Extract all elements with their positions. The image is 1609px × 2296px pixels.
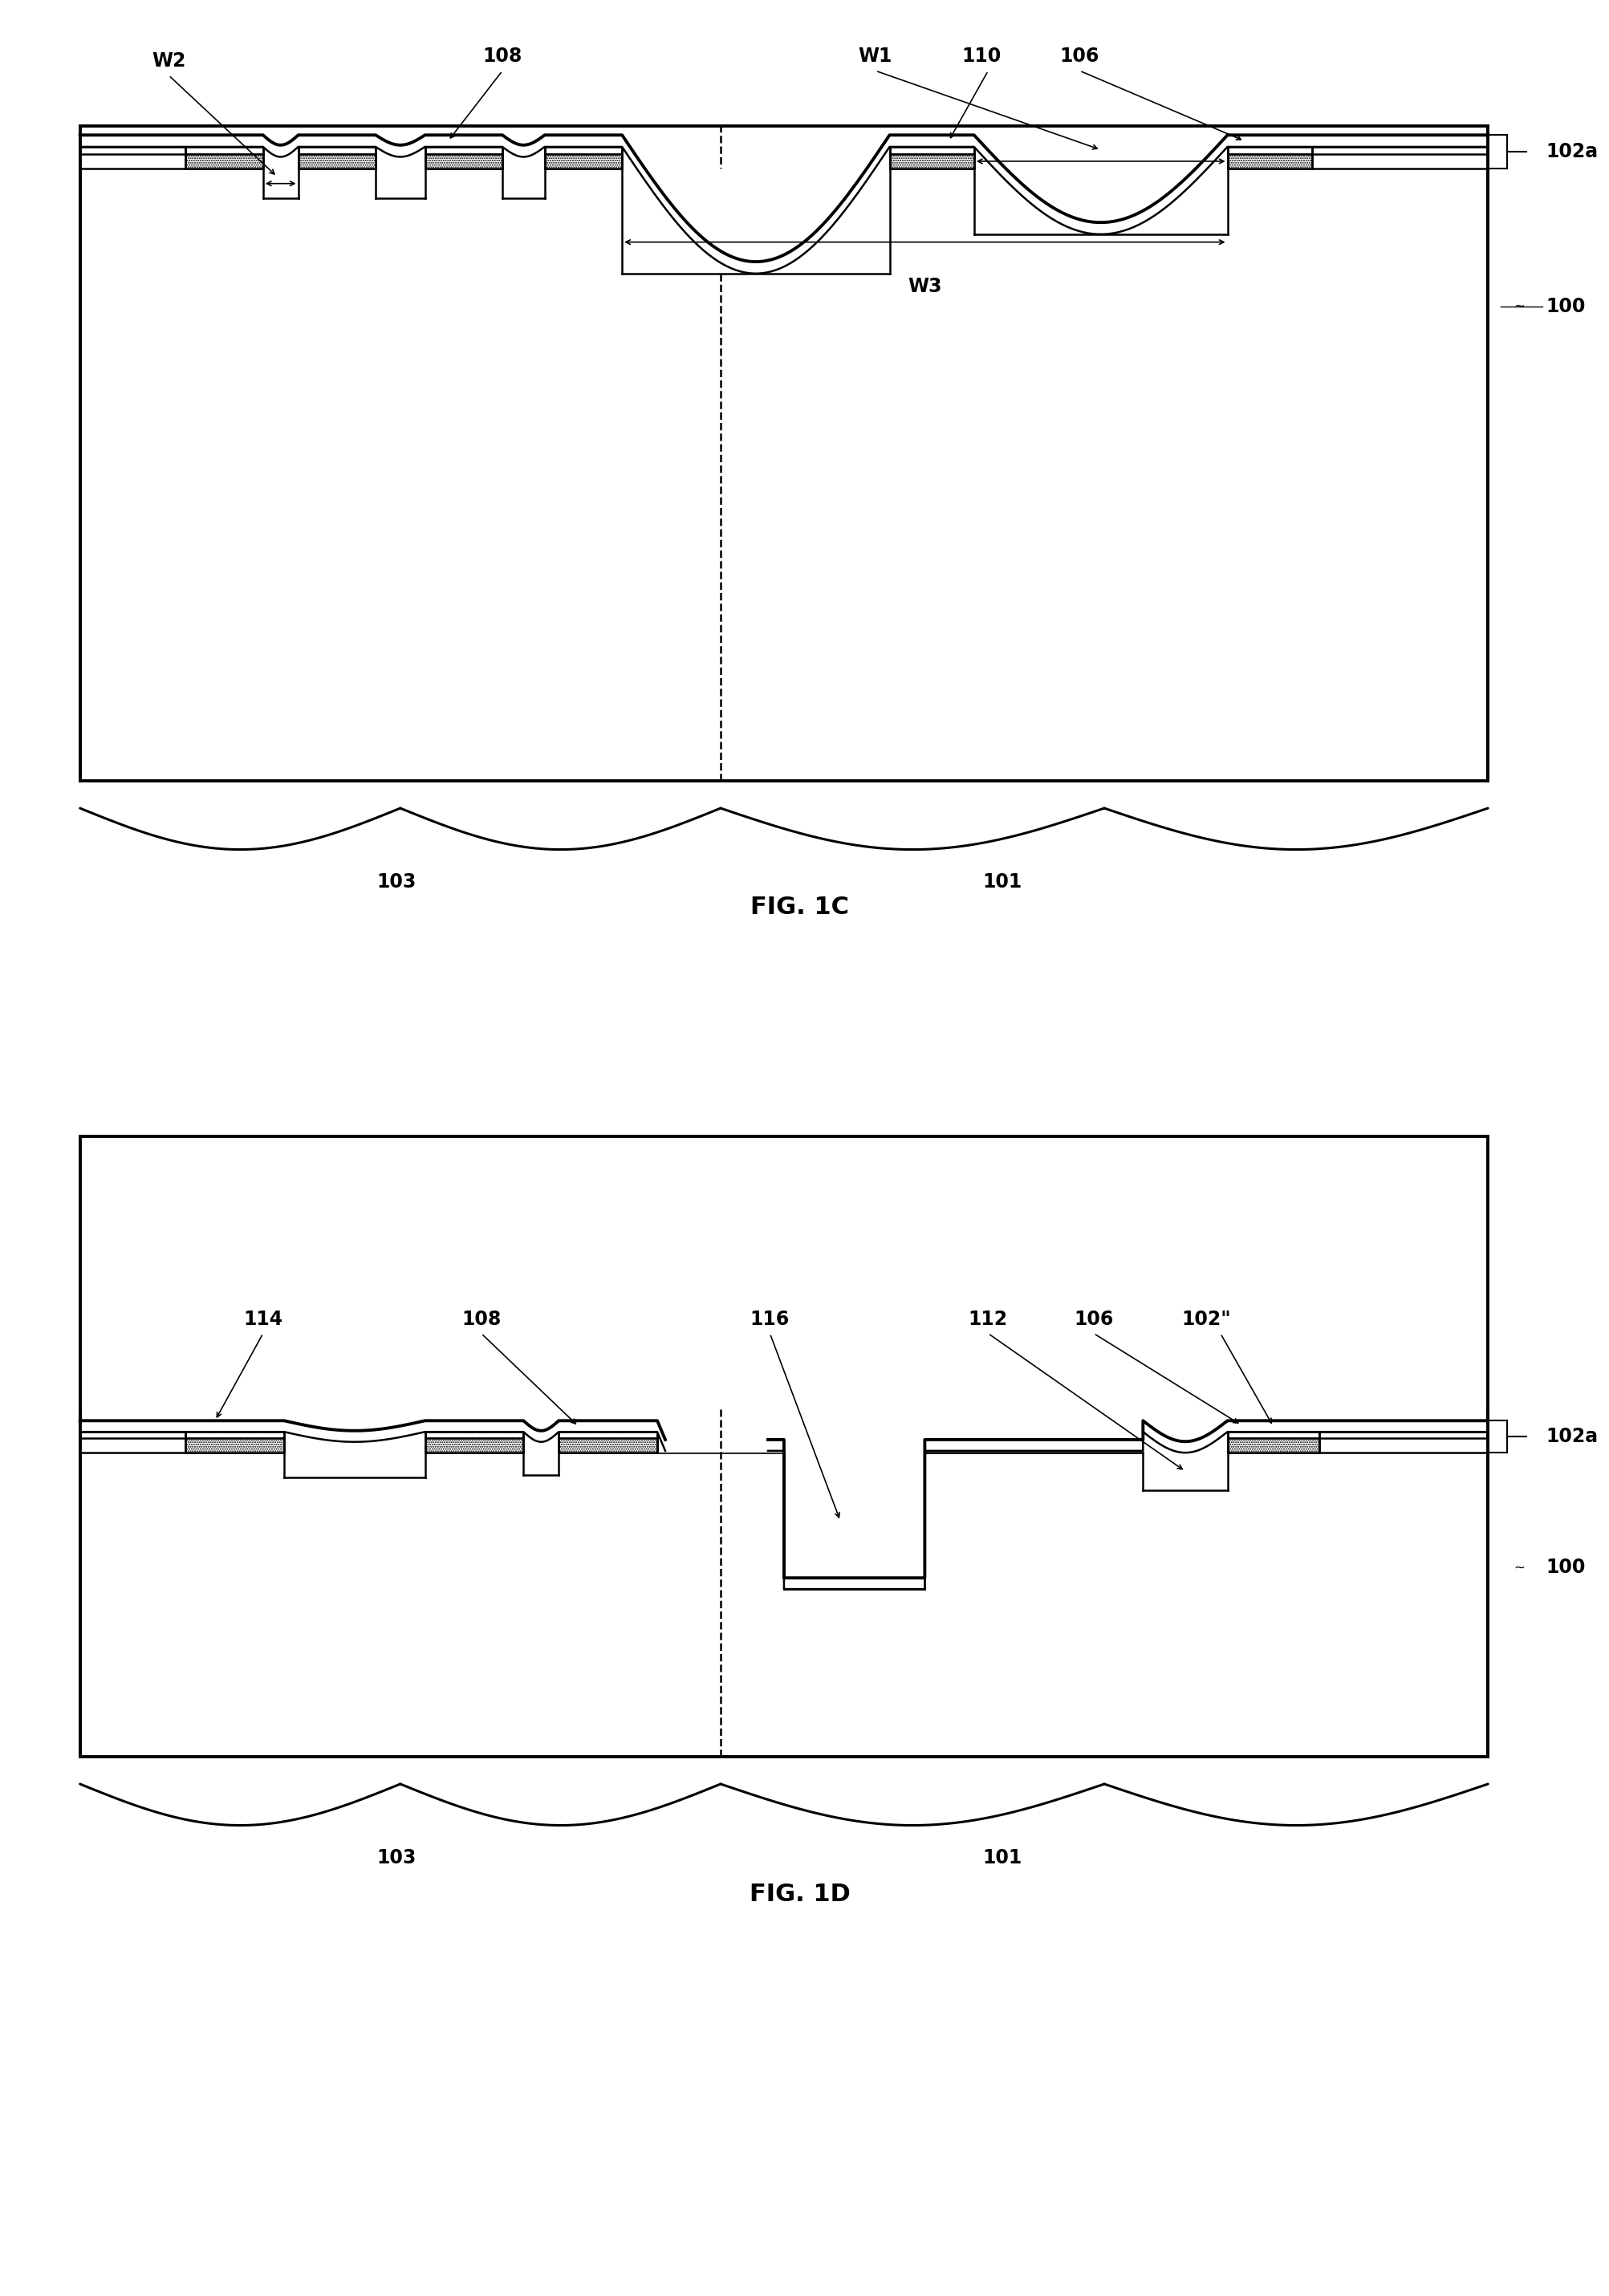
Text: 100: 100 [1545, 1559, 1585, 1577]
Bar [924, 1426, 1142, 1453]
Bar [185, 1437, 285, 1453]
Text: 101: 101 [981, 1848, 1022, 1867]
Text: 110: 110 [961, 46, 1001, 67]
Text: 102a: 102a [1545, 1428, 1598, 1446]
Text: FIG. 1D: FIG. 1D [750, 1883, 850, 1906]
Bar [544, 147, 621, 154]
Bar [285, 1426, 425, 1453]
Bar [1142, 1426, 1228, 1453]
Bar [375, 170, 425, 197]
Polygon shape [80, 135, 1487, 273]
Bar [502, 142, 544, 170]
Text: 102": 102" [1181, 1309, 1231, 1329]
Bar [621, 142, 890, 170]
Bar [784, 1426, 924, 1453]
Text: 103: 103 [377, 872, 417, 891]
Bar [262, 142, 298, 170]
Bar [973, 170, 1228, 234]
Text: 100: 100 [1545, 296, 1585, 317]
Text: FIG. 1C: FIG. 1C [750, 895, 850, 918]
Bar [890, 154, 973, 170]
Bar [1228, 147, 1311, 154]
Text: 101: 101 [981, 872, 1022, 891]
Bar [784, 1453, 924, 1589]
Bar [80, 1437, 1487, 1453]
Text: W3: W3 [907, 276, 941, 296]
Bar [262, 170, 298, 197]
Bar [298, 147, 375, 154]
Text: 106: 106 [1059, 46, 1099, 67]
Text: ~: ~ [1512, 298, 1524, 315]
Bar [558, 1437, 656, 1453]
Text: 112: 112 [969, 1309, 1007, 1329]
Bar [1228, 154, 1311, 170]
Polygon shape [80, 1421, 665, 1451]
Text: 106: 106 [1073, 1309, 1113, 1329]
Text: 116: 116 [750, 1309, 790, 1329]
Bar [425, 154, 502, 170]
Bar [1228, 1437, 1318, 1453]
Bar [425, 1433, 523, 1437]
Bar [185, 154, 262, 170]
Bar [80, 1137, 1487, 1756]
Bar [425, 1437, 523, 1453]
Bar [375, 142, 425, 170]
Text: 102a: 102a [1545, 142, 1598, 161]
Bar [185, 147, 262, 154]
Text: 108: 108 [483, 46, 521, 67]
Bar [80, 154, 1487, 170]
Bar [890, 147, 973, 154]
Bar [544, 154, 621, 170]
Bar [523, 1426, 558, 1453]
Bar [298, 154, 375, 170]
Text: 114: 114 [243, 1309, 283, 1329]
Bar [558, 1433, 656, 1437]
Bar [523, 1453, 558, 1474]
Bar [425, 147, 502, 154]
Text: W1: W1 [858, 46, 891, 67]
Bar [973, 142, 1228, 170]
Bar [285, 1453, 425, 1479]
Text: 103: 103 [377, 1848, 417, 1867]
Text: 108: 108 [462, 1309, 500, 1329]
Bar [80, 126, 1487, 781]
Bar [656, 1426, 784, 1453]
Bar [185, 1433, 285, 1437]
Text: W2: W2 [151, 51, 185, 71]
Bar [1228, 1433, 1318, 1437]
Bar [502, 170, 544, 197]
Bar [621, 170, 890, 273]
Text: ~: ~ [1512, 1561, 1524, 1575]
Polygon shape [767, 1421, 1487, 1589]
Bar [1142, 1453, 1228, 1490]
